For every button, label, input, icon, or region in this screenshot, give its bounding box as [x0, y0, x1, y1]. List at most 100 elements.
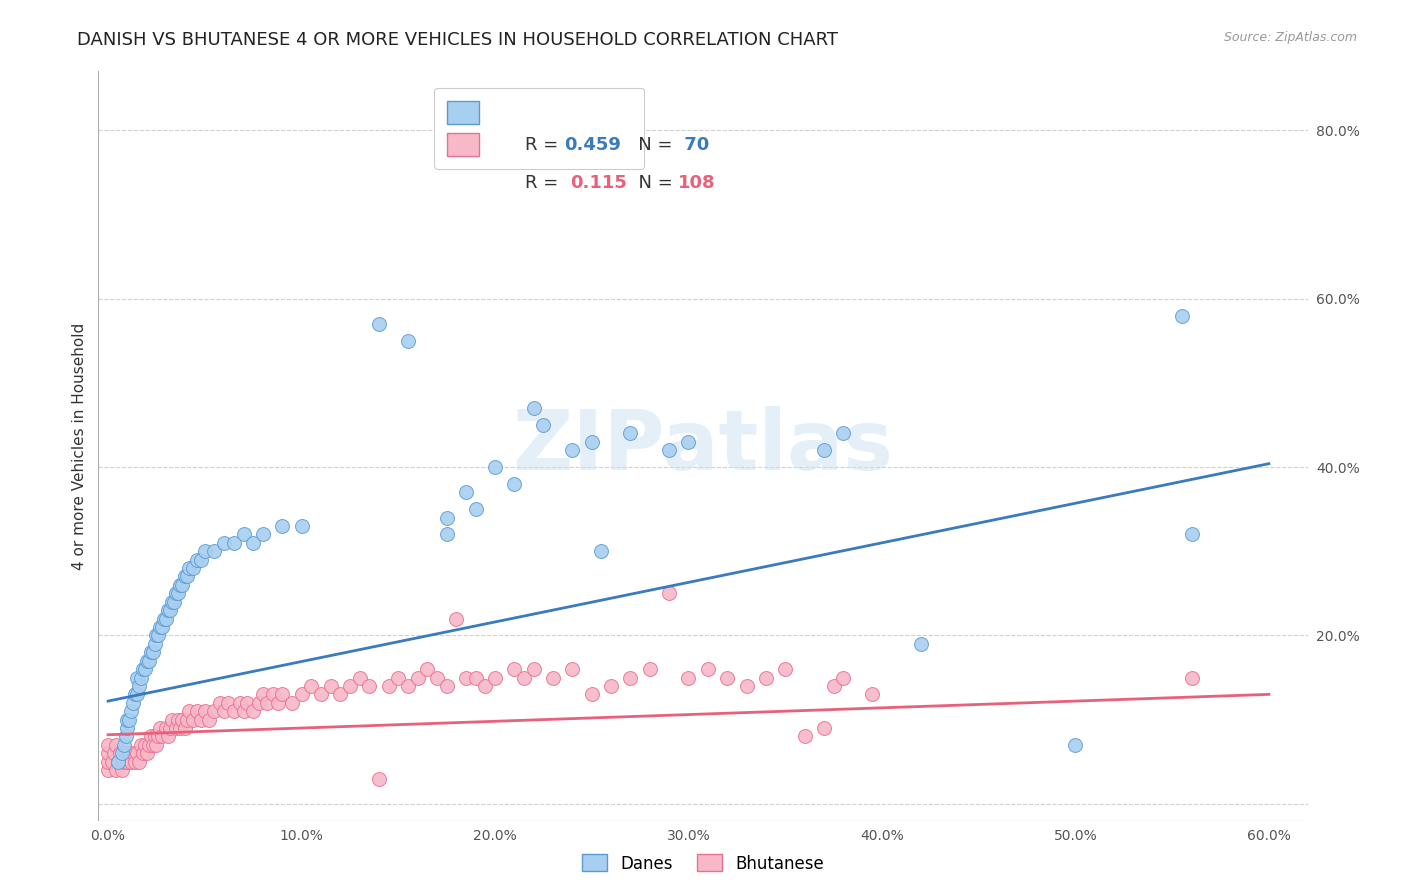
Point [165, 721, 187, 735]
Point [104, 738, 127, 752]
Point [406, 671, 429, 685]
Point [619, 426, 641, 441]
Point [129, 738, 152, 752]
Point [813, 721, 835, 735]
Point [179, 561, 201, 575]
Point [484, 671, 506, 685]
Point [114, 730, 136, 744]
Point [523, 662, 546, 676]
Point [228, 696, 250, 710]
Point [678, 434, 700, 449]
Point [174, 569, 197, 583]
Point [319, 679, 342, 693]
Point [678, 671, 700, 685]
Point [290, 687, 312, 701]
Point [209, 696, 232, 710]
Point [236, 696, 259, 710]
Point [329, 687, 352, 701]
Point [271, 519, 294, 533]
Point [349, 671, 371, 685]
Point [222, 536, 245, 550]
Point [197, 713, 219, 727]
Point [281, 696, 304, 710]
Point [117, 755, 139, 769]
Point [153, 611, 176, 625]
Point [212, 536, 235, 550]
Point [179, 704, 201, 718]
Point [135, 746, 157, 760]
Point [186, 552, 208, 566]
Point [120, 704, 142, 718]
Point [181, 713, 204, 727]
Point [222, 704, 245, 718]
Point [860, 687, 883, 701]
Point [170, 713, 193, 727]
Text: Source: ZipAtlas.com: Source: ZipAtlas.com [1223, 31, 1357, 45]
Point [1171, 309, 1194, 323]
Point [112, 755, 135, 769]
Point [735, 679, 758, 693]
Point [396, 679, 419, 693]
Point [561, 662, 583, 676]
Point [416, 662, 439, 676]
Point [581, 434, 603, 449]
Point [600, 679, 623, 693]
Point [111, 763, 134, 777]
Point [107, 755, 129, 769]
Point [474, 679, 496, 693]
Point [793, 730, 815, 744]
Point [359, 679, 381, 693]
Point [464, 502, 486, 516]
Point [159, 603, 181, 617]
Point [104, 763, 127, 777]
Point [103, 746, 125, 760]
Point [127, 671, 149, 685]
Point [169, 578, 191, 592]
Point [160, 713, 183, 727]
Point [129, 671, 152, 685]
Point [503, 662, 526, 676]
Point [252, 527, 274, 541]
Point [531, 417, 554, 432]
Point [484, 460, 506, 475]
Point [145, 738, 167, 752]
Point [561, 443, 583, 458]
Point [97, 755, 120, 769]
Point [122, 696, 145, 710]
Point [232, 527, 254, 541]
Text: ZIPatlas: ZIPatlas [513, 406, 893, 486]
Point [256, 696, 278, 710]
Text: R =: R = [526, 175, 569, 193]
Point [138, 738, 160, 752]
Point [212, 704, 235, 718]
Point [149, 721, 172, 735]
Point [181, 561, 204, 575]
Point [368, 317, 391, 331]
Point [143, 637, 166, 651]
Point [247, 696, 270, 710]
Point [150, 730, 173, 744]
Point [135, 654, 157, 668]
Point [117, 721, 139, 735]
Point [232, 704, 254, 718]
Point [309, 687, 332, 701]
Text: R =: R = [526, 136, 564, 153]
Point [242, 536, 264, 550]
Point [619, 671, 641, 685]
Point [262, 687, 284, 701]
Point [513, 671, 536, 685]
Point [134, 662, 156, 676]
Point [97, 763, 120, 777]
Point [194, 704, 217, 718]
Point [124, 755, 146, 769]
Point [823, 679, 845, 693]
Point [132, 746, 155, 760]
Point [150, 620, 173, 634]
Point [217, 696, 239, 710]
Point [107, 755, 129, 769]
Text: 108: 108 [678, 175, 716, 193]
Point [117, 713, 139, 727]
Legend: Danes, Bhutanese: Danes, Bhutanese [575, 847, 831, 880]
Point [134, 738, 156, 752]
Point [169, 721, 191, 735]
